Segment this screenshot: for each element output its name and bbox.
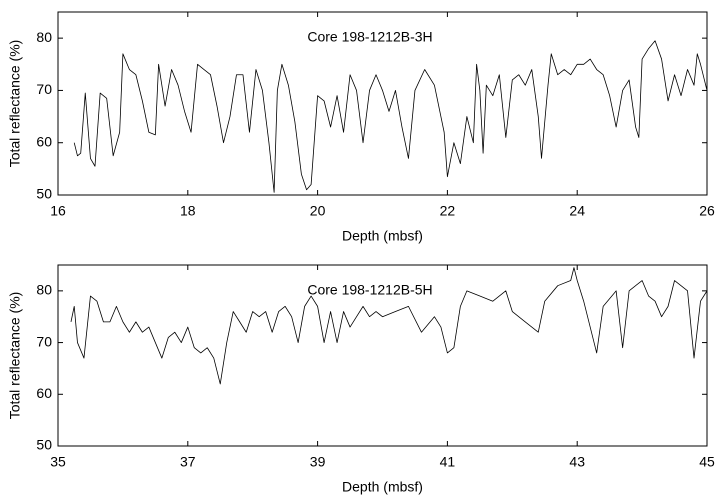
y-tick-label: 60 bbox=[36, 385, 52, 401]
x-tick-label: 45 bbox=[699, 454, 715, 470]
x-tick-label: 35 bbox=[50, 454, 66, 470]
chart-title: Core 198-1212B-3H bbox=[307, 29, 432, 45]
data-line bbox=[73, 40, 708, 193]
x-tick-label: 16 bbox=[50, 203, 66, 219]
chart-title: Core 198-1212B-5H bbox=[307, 282, 432, 298]
x-tick-label: 20 bbox=[310, 203, 326, 219]
x-tick-label: 22 bbox=[440, 203, 456, 219]
y-axis-title: Total reflectance (%) bbox=[7, 292, 23, 420]
y-tick-label: 50 bbox=[36, 437, 52, 453]
x-tick-label: 41 bbox=[440, 454, 456, 470]
x-tick-label: 26 bbox=[699, 203, 715, 219]
x-tick-label: 24 bbox=[569, 203, 585, 219]
y-tick-label: 50 bbox=[36, 186, 52, 202]
y-tick-label: 70 bbox=[36, 333, 52, 349]
x-tick-label: 39 bbox=[310, 454, 326, 470]
plot-frame bbox=[57, 264, 708, 447]
x-axis-title: Depth (mbsf) bbox=[342, 479, 423, 495]
x-axis-title: Depth (mbsf) bbox=[342, 228, 423, 244]
x-tick-label: 37 bbox=[180, 454, 196, 470]
y-tick-label: 80 bbox=[36, 282, 52, 298]
plot-frame bbox=[57, 11, 708, 196]
data-line bbox=[70, 267, 708, 385]
x-tick-label: 43 bbox=[569, 454, 585, 470]
y-tick-label: 70 bbox=[36, 81, 52, 97]
y-tick-label: 80 bbox=[36, 29, 52, 45]
y-tick-label: 60 bbox=[36, 133, 52, 149]
x-tick-label: 18 bbox=[180, 203, 196, 219]
y-axis-title: Total reflectance (%) bbox=[7, 40, 23, 168]
